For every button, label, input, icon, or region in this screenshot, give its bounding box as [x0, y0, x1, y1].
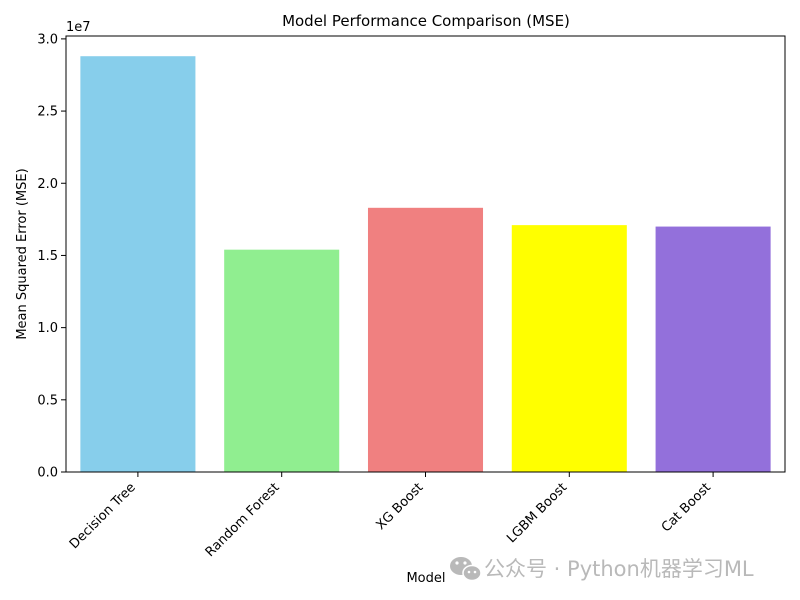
chart-title: Model Performance Comparison (MSE)	[282, 12, 570, 30]
y-axis-label: Mean Squared Error (MSE)	[15, 168, 30, 339]
watermark-text: 公众号 · Python机器学习ML	[484, 557, 754, 581]
x-tick-label-3: LGBM Boost	[504, 480, 570, 546]
watermark: 公众号 · Python机器学习ML	[450, 557, 754, 582]
plot-frame	[65, 35, 786, 473]
x-tick-label-1: Random Forest	[203, 480, 283, 560]
x-ticks-group: Decision Tree Random Forest XG Boost LGBM B…	[67, 472, 714, 560]
wechat-icon	[450, 557, 482, 582]
x-axis-label: Model	[406, 571, 445, 586]
bar-4	[655, 226, 771, 472]
bar-0	[80, 56, 196, 473]
y-ticks-group: 0.0 0.5 1.0 1.5 2.0 2.5 3.0	[37, 32, 66, 481]
y-tick-label-5: 2.5	[37, 105, 58, 120]
bar-3	[511, 225, 627, 472]
y-tick-label-3: 1.5	[37, 249, 58, 264]
y-offset-label: 1e7	[66, 20, 91, 35]
y-tick-label-1: 0.5	[37, 393, 58, 408]
x-tick-label-4: Cat Boost	[659, 480, 714, 535]
bar-2	[367, 207, 484, 472]
bar-1	[224, 249, 340, 472]
y-tick-label-0: 0.0	[37, 466, 58, 481]
y-tick-label-4: 2.0	[37, 177, 58, 192]
x-tick-label-0: Decision Tree	[67, 480, 139, 552]
y-tick-label-6: 3.0	[37, 32, 58, 47]
bars-group	[80, 56, 771, 473]
y-tick-label-2: 1.0	[37, 321, 58, 336]
x-tick-label-2: XG Boost	[373, 480, 426, 533]
